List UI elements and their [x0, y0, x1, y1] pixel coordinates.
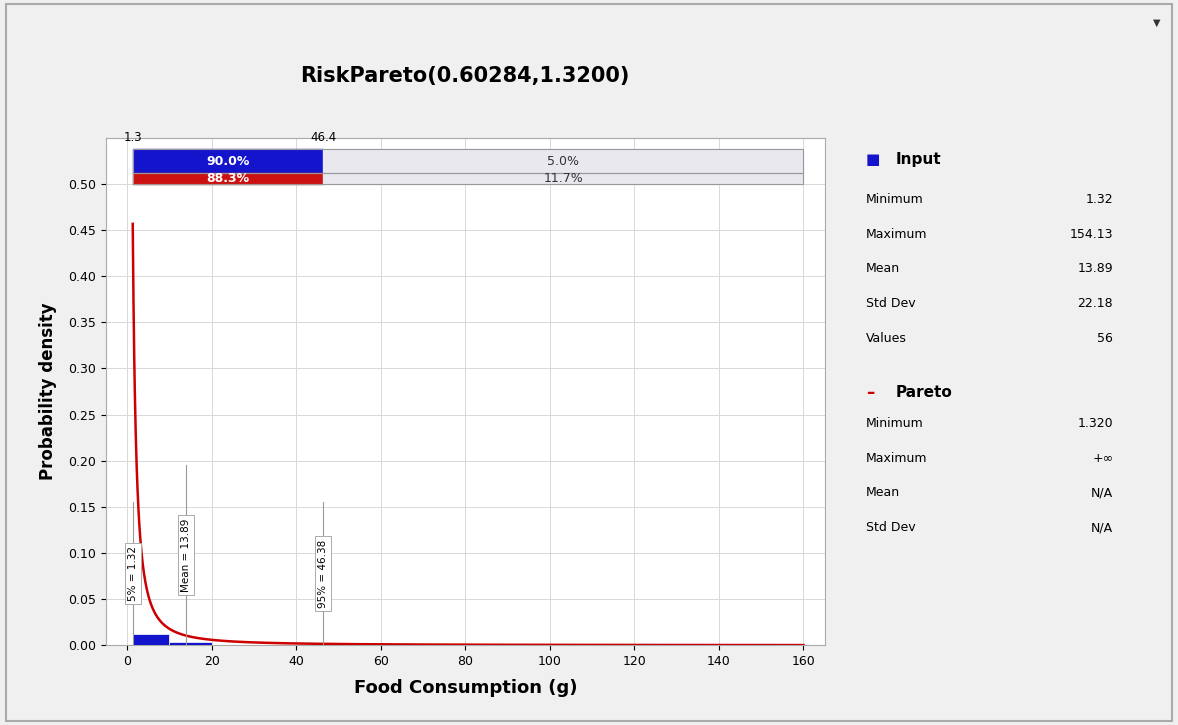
- Text: 5% = 1.32: 5% = 1.32: [127, 546, 138, 601]
- Bar: [133, 634, 170, 645]
- Text: Mean = 13.89: Mean = 13.89: [181, 518, 191, 592]
- Bar: [170, 642, 212, 645]
- Text: ■: ■: [866, 152, 880, 167]
- Text: Std Dev: Std Dev: [866, 297, 915, 310]
- Text: 1.32: 1.32: [1086, 193, 1113, 206]
- Text: N/A: N/A: [1091, 521, 1113, 534]
- Text: 1.320: 1.320: [1078, 417, 1113, 430]
- Text: 95% = 46.38: 95% = 46.38: [318, 539, 329, 608]
- Text: Maximum: Maximum: [866, 228, 927, 241]
- Bar: [133, 173, 803, 184]
- Text: 22.18: 22.18: [1078, 297, 1113, 310]
- Text: N/A: N/A: [1091, 486, 1113, 500]
- Text: Input: Input: [895, 152, 941, 167]
- Text: 56: 56: [1098, 332, 1113, 345]
- Text: +∞: +∞: [1092, 452, 1113, 465]
- Text: Minimum: Minimum: [866, 193, 924, 206]
- Text: 11.7%: 11.7%: [543, 172, 583, 185]
- Title: RiskPareto(0.60284,1.3200): RiskPareto(0.60284,1.3200): [300, 66, 630, 86]
- Text: 1.3: 1.3: [124, 131, 143, 144]
- Text: 90.0%: 90.0%: [206, 154, 250, 167]
- Bar: [323, 149, 803, 173]
- Bar: [323, 173, 803, 184]
- Text: Minimum: Minimum: [866, 417, 924, 430]
- Y-axis label: Probability density: Probability density: [39, 303, 58, 481]
- Bar: [133, 149, 323, 173]
- Bar: [133, 173, 323, 184]
- Text: 13.89: 13.89: [1078, 262, 1113, 276]
- Text: Mean: Mean: [866, 486, 900, 500]
- Text: Pareto: Pareto: [895, 386, 952, 400]
- X-axis label: Food Consumption (g): Food Consumption (g): [353, 679, 577, 697]
- Text: Maximum: Maximum: [866, 452, 927, 465]
- Text: 154.13: 154.13: [1070, 228, 1113, 241]
- Text: Mean: Mean: [866, 262, 900, 276]
- Text: 88.3%: 88.3%: [206, 172, 250, 185]
- Text: 5.0%: 5.0%: [548, 154, 580, 167]
- Text: –: –: [866, 384, 874, 402]
- Text: Values: Values: [866, 332, 907, 345]
- Text: 46.4: 46.4: [310, 131, 337, 144]
- Text: ▼: ▼: [1153, 18, 1160, 28]
- Text: Std Dev: Std Dev: [866, 521, 915, 534]
- Bar: [133, 149, 803, 173]
